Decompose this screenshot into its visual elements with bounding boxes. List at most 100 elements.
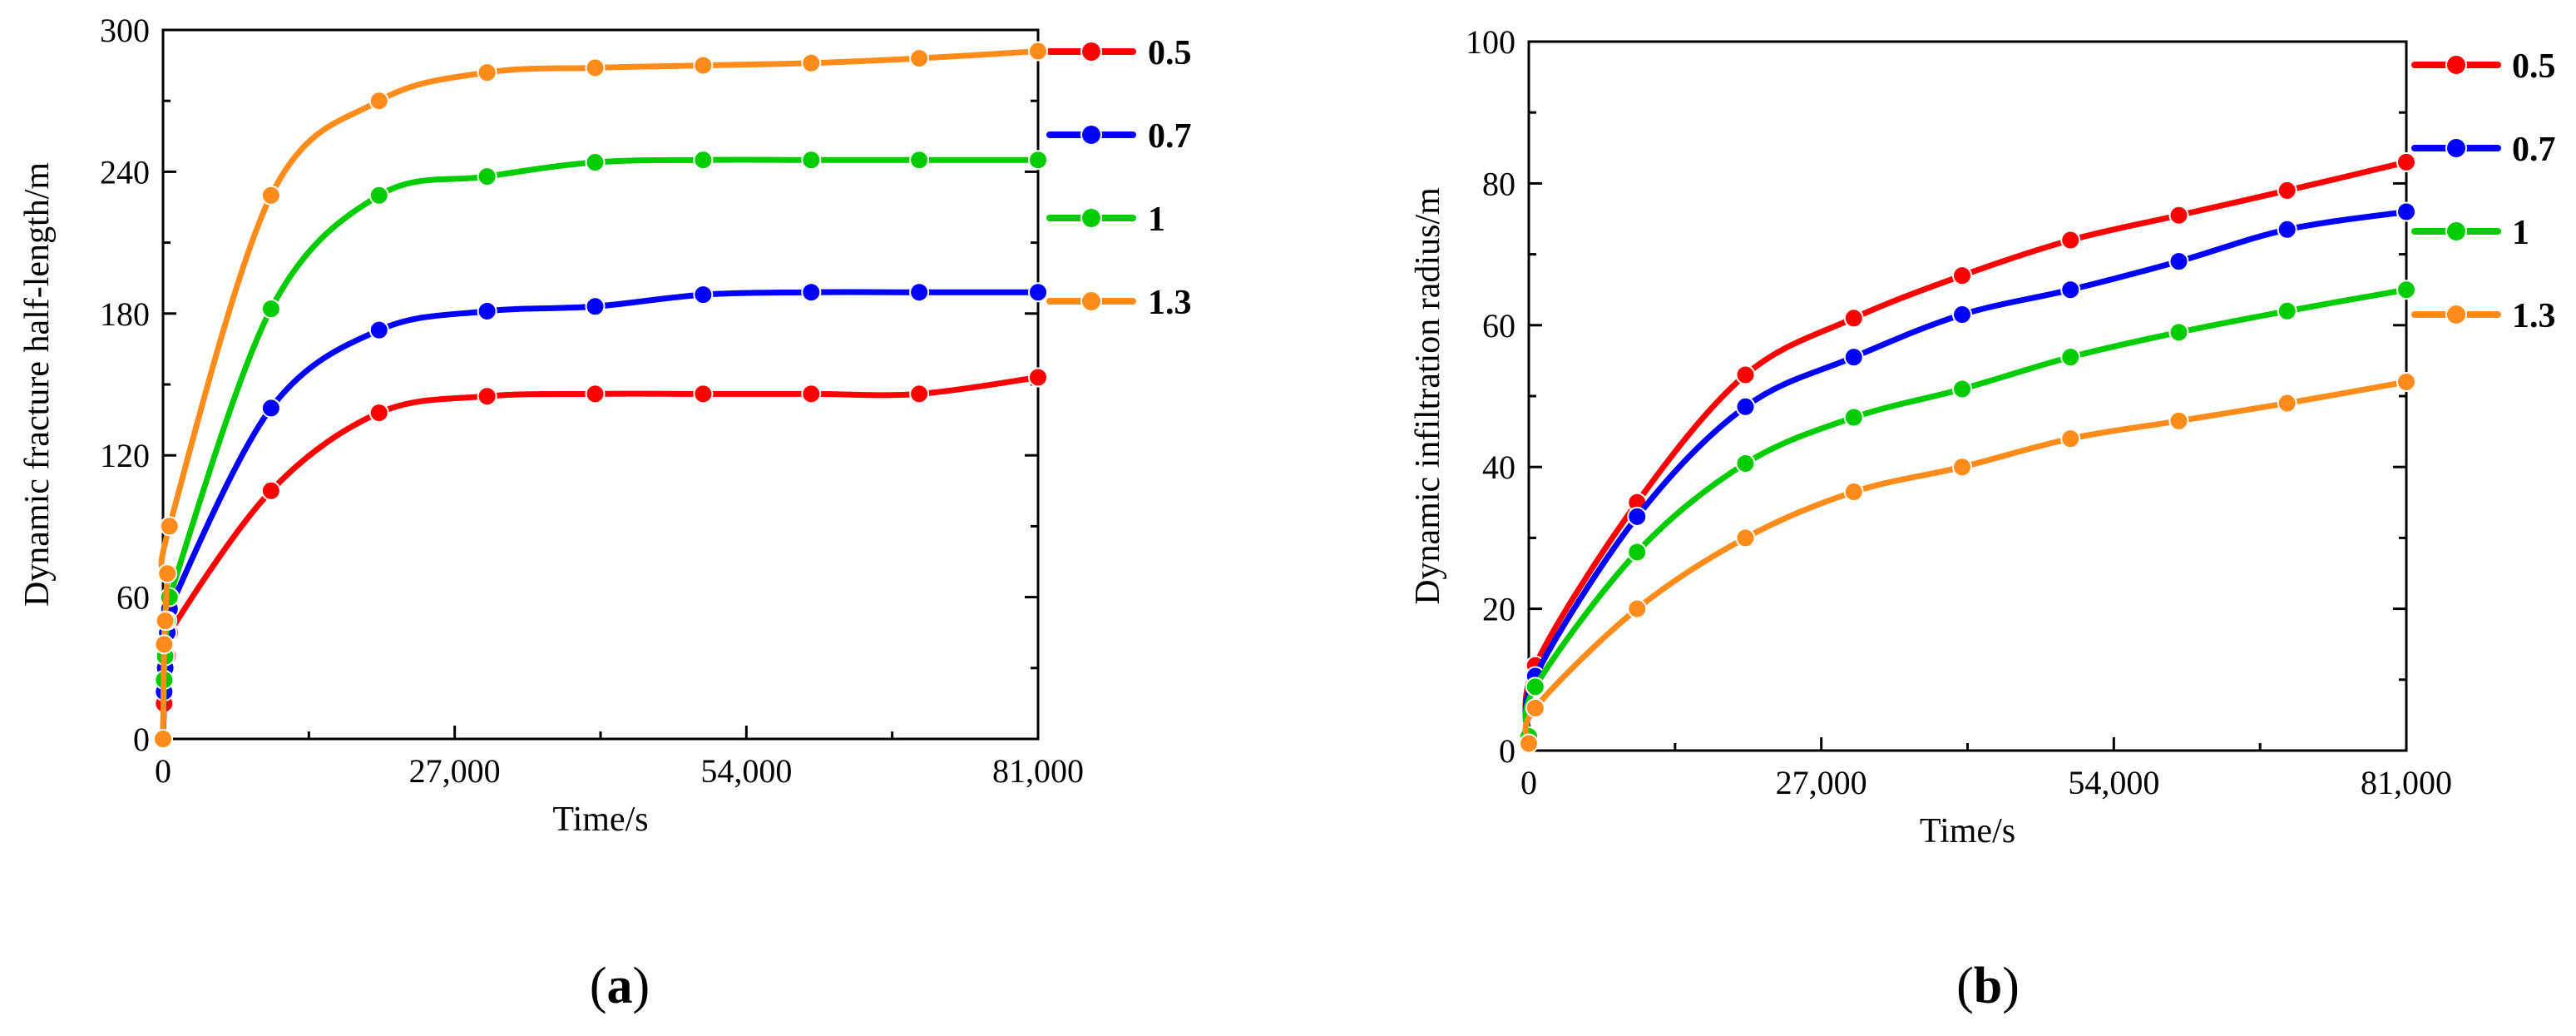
data-point-1: [1525, 677, 1545, 697]
data-point-0.5: [585, 384, 606, 404]
data-point-1.3: [2396, 371, 2416, 392]
data-point-1.3: [2060, 429, 2081, 449]
data-point-1.3: [477, 62, 497, 83]
y-tick-label: 60: [116, 579, 150, 617]
data-point-1.3: [1627, 598, 1648, 619]
data-point-1: [2277, 300, 2297, 321]
data-point-0.7: [801, 282, 822, 303]
y-tick-label: 0: [1499, 732, 1515, 770]
data-point-1.3: [159, 516, 180, 537]
data-point-0.7: [260, 398, 281, 419]
data-point-0.5: [368, 403, 389, 424]
data-point-1: [477, 166, 497, 187]
data-point-0.5: [1735, 364, 1756, 385]
data-point-0.5: [2277, 180, 2297, 201]
data-point-1: [1951, 379, 1972, 399]
y-tick-label: 20: [1482, 591, 1515, 628]
data-point-1.3: [260, 185, 281, 206]
y-tick-label: 60: [1482, 307, 1515, 345]
data-point-0.7: [585, 296, 606, 317]
legend-label: 1.3: [2512, 297, 2556, 335]
chart-b: 0 27,000 54,000 81,000 0 20 40 60 80 100 Time/s Dyn…: [1409, 23, 2556, 1014]
data-point-0.5: [1843, 308, 1864, 329]
x-tick-label: 54,000: [2068, 764, 2159, 801]
legend-label: 1.3: [1148, 284, 1192, 322]
data-point-1.3: [157, 563, 178, 584]
data-point-1.3: [1519, 733, 1539, 754]
y-tick-label: 40: [1482, 449, 1515, 486]
chart-a: 0 27,000 54,000 81,000 0 60 120 180 240 300 Time/s…: [18, 12, 1192, 1014]
data-point-1.3: [1525, 697, 1545, 718]
data-point-1: [2396, 280, 2416, 300]
panel-caption: (a): [590, 958, 650, 1014]
legend-label: 0.7: [1148, 117, 1192, 156]
data-point-1: [260, 299, 281, 320]
x-tick-label: 0: [1520, 764, 1537, 801]
data-point-0.7: [909, 282, 930, 303]
data-point-0.7: [477, 300, 497, 321]
x-tick-label: 54,000: [700, 752, 792, 790]
data-point-1.3: [2277, 393, 2297, 414]
data-point-0.5: [260, 480, 281, 501]
legend-label: 0.5: [1148, 34, 1192, 72]
y-tick-label: 0: [133, 721, 150, 758]
data-point-1.3: [1843, 482, 1864, 503]
data-point-1.3: [2168, 410, 2189, 431]
series-line-0.7: [158, 289, 1041, 742]
x-tick-label: 27,000: [409, 752, 501, 790]
legend-marker-0.7: [1080, 124, 1102, 146]
data-point-0.5: [2396, 151, 2416, 172]
legend-label: 1: [2512, 214, 2529, 252]
data-point-0.5: [1951, 265, 1972, 286]
data-point-1.3: [153, 729, 173, 749]
data-point-0.7: [2168, 251, 2189, 272]
data-point-0.5: [477, 386, 497, 407]
data-point-0.7: [2396, 201, 2416, 222]
y-axis-label: Dynamic infiltration radius/m: [1409, 187, 1447, 605]
legend-marker-1: [2445, 221, 2467, 242]
data-point-1.3: [1951, 457, 1972, 478]
data-point-1.3: [368, 91, 389, 112]
series-line-1: [1522, 286, 2410, 740]
data-point-1.3: [801, 52, 822, 73]
data-point-1: [2060, 347, 2081, 368]
y-tick-label: 300: [100, 12, 150, 49]
data-point-0.7: [1735, 396, 1756, 417]
x-axis-label: Time/s: [1920, 812, 2015, 850]
x-tick-label: 81,000: [2361, 764, 2452, 801]
panel-caption: (b): [1956, 958, 2020, 1014]
series-line-0.5: [1522, 159, 2410, 740]
data-point-0.5: [801, 384, 822, 404]
data-point-0.7: [1627, 506, 1648, 527]
legend-marker-1.3: [1080, 290, 1102, 312]
legend-marker-0.5: [2445, 54, 2467, 76]
x-tick-label: 81,000: [992, 752, 1084, 790]
data-point-1.3: [155, 611, 176, 631]
data-point-0.5: [1028, 367, 1048, 388]
x-axis-label: Time/s: [552, 801, 648, 839]
y-axis-label: Dynamic fracture half-length/m: [18, 162, 57, 607]
data-point-0.7: [368, 320, 389, 340]
series-line-1: [158, 156, 1041, 742]
data-point-0.7: [1028, 282, 1048, 303]
data-point-1: [1627, 542, 1648, 563]
data-point-1: [585, 152, 606, 173]
data-point-1: [693, 150, 714, 171]
data-point-0.7: [2060, 280, 2081, 300]
y-tick-label: 120: [100, 437, 150, 474]
data-point-1.3: [909, 48, 930, 69]
data-point-1.3: [585, 57, 606, 78]
data-point-0.7: [2277, 219, 2297, 240]
x-tick-label: 0: [155, 752, 171, 790]
data-point-1: [1028, 150, 1048, 171]
y-tick-label: 180: [100, 295, 150, 333]
legend-marker-0.7: [2445, 137, 2467, 159]
legend-marker-1.3: [2445, 304, 2467, 325]
legend-label: 0.5: [2512, 47, 2556, 86]
y-tick-label: 240: [100, 153, 150, 191]
data-point-1: [909, 150, 930, 171]
data-point-1.3: [1028, 41, 1048, 62]
data-point-0.7: [693, 285, 714, 305]
data-point-1: [368, 185, 389, 206]
